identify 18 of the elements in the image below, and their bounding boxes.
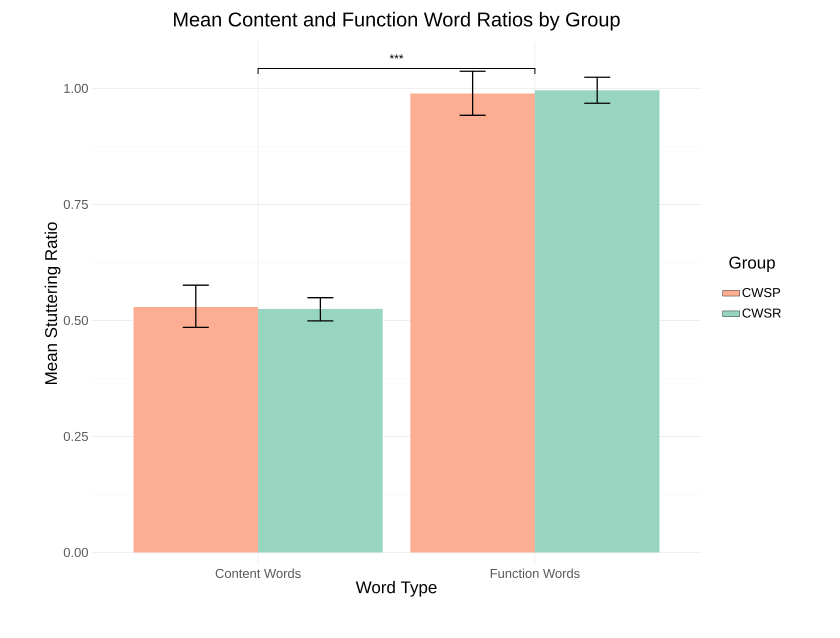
bar — [534, 90, 660, 552]
bar — [258, 308, 383, 552]
bar — [134, 306, 258, 552]
y-tick-label: 1.00 — [64, 84, 88, 93]
legend-label: CWSP — [742, 288, 780, 298]
legend-label: CWSR — [742, 308, 781, 318]
y-axis-title: Mean Stuttering Ratio — [44, 222, 60, 384]
y-tick-label: 0.00 — [64, 548, 88, 558]
y-tick-label: 0.25 — [64, 432, 88, 442]
annotation: *** — [390, 54, 404, 59]
x-tick-label: Content Words — [216, 568, 301, 578]
chart-title: Mean Content and Function Word Ratios by Group — [174, 12, 620, 30]
x-axis-title: Word Type — [356, 580, 437, 597]
y-tick-label: 0.75 — [64, 200, 88, 209]
legend-title: Group — [729, 256, 775, 272]
x-tick-label: Function Words — [490, 568, 580, 578]
y-tick-label: 0.50 — [64, 316, 88, 326]
bar — [410, 94, 535, 552]
